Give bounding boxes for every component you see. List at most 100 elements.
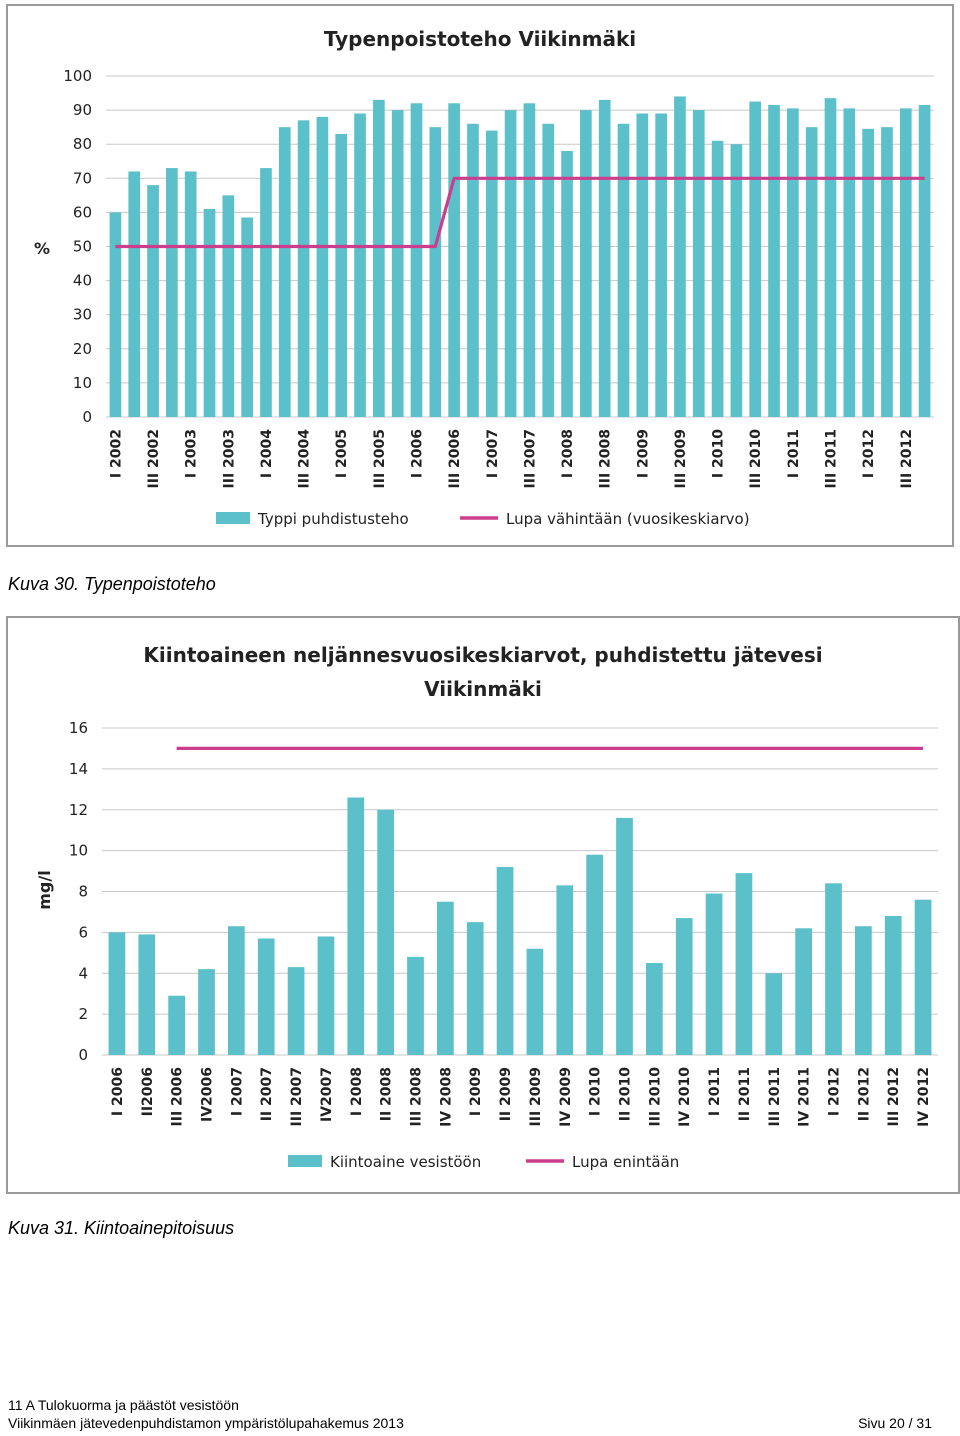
x-tick-label: I 2008 xyxy=(560,429,576,478)
chart-title: Kiintoaineen neljännesvuosikeskiarvot, p… xyxy=(143,643,822,667)
bar xyxy=(391,110,404,417)
bar xyxy=(862,128,874,417)
bar xyxy=(768,104,780,418)
bar xyxy=(410,103,423,417)
x-tick-label: I 2006 xyxy=(110,1067,126,1116)
bar xyxy=(556,885,574,1055)
bar xyxy=(354,113,366,417)
x-tick-label: I 2009 xyxy=(468,1067,484,1116)
bar xyxy=(705,893,723,1055)
bar xyxy=(526,948,544,1055)
bar xyxy=(636,113,649,417)
legend-label-bar: Typpi puhdistusteho xyxy=(257,510,409,528)
x-tick-label: II 2012 xyxy=(856,1067,872,1121)
footer-page-number: Sivu 20 / 31 xyxy=(858,1415,932,1431)
x-tick-label: I 2007 xyxy=(229,1067,245,1116)
x-tick-label: II2006 xyxy=(140,1067,156,1116)
y-tick-label: 14 xyxy=(69,760,88,778)
y-tick-label: 10 xyxy=(69,842,88,860)
bar xyxy=(914,899,932,1055)
bar xyxy=(335,133,348,417)
x-tick-label: I 2012 xyxy=(827,1067,843,1116)
x-tick-label: III 2007 xyxy=(522,429,538,488)
bar xyxy=(184,171,197,417)
bar xyxy=(825,883,842,1055)
y-axis-label: mg/l xyxy=(35,870,54,909)
chart-typenpoistoteho-svg: Typenpoistoteho Viikinmäki 0 10 20 30 40 50 60 7… xyxy=(34,27,934,528)
bar xyxy=(675,918,693,1055)
bar xyxy=(467,123,479,418)
bar xyxy=(617,123,630,418)
x-tick-label: III 2003 xyxy=(221,429,237,488)
bar xyxy=(586,854,604,1055)
x-tick-label: I 2005 xyxy=(334,429,350,478)
x-tick-label: II 2007 xyxy=(259,1067,275,1121)
caption-figure-30: Kuva 30. Typenpoistoteho xyxy=(8,574,216,594)
x-tick-label: III 2010 xyxy=(647,1067,663,1127)
bar xyxy=(580,110,592,417)
x-tick-label: III 2005 xyxy=(372,429,388,488)
bar xyxy=(429,127,442,418)
x-tick-label: III 2009 xyxy=(673,429,689,488)
caption-figure-31: Kuva 31. Kiintoainepitoisuus xyxy=(8,1218,235,1238)
bar xyxy=(918,104,931,418)
bar xyxy=(377,809,395,1055)
bar xyxy=(616,817,633,1055)
bar xyxy=(108,932,126,1055)
y-tick-label: 10 xyxy=(73,374,92,392)
x-tick-label: III 2008 xyxy=(598,429,614,488)
bar xyxy=(227,926,245,1055)
bar xyxy=(881,127,893,418)
bar xyxy=(147,185,159,417)
footer-document-title: Viikinmäen jätevedenpuhdistamon ympärist… xyxy=(8,1415,404,1431)
bar xyxy=(448,103,460,417)
x-tick-label: I 2002 xyxy=(108,429,124,478)
x-tick-label: I 2009 xyxy=(635,429,651,478)
bar xyxy=(109,212,122,417)
bar xyxy=(203,208,216,417)
x-tick-label: III 2010 xyxy=(748,429,764,489)
x-tick-label: I 2012 xyxy=(861,429,877,478)
x-tick-label: III 2011 xyxy=(824,429,840,488)
y-tick-label: 60 xyxy=(73,203,92,221)
x-tick-label: I 2011 xyxy=(707,1067,723,1116)
bar xyxy=(496,866,514,1055)
y-tick-label: 8 xyxy=(78,883,88,901)
bar xyxy=(407,956,424,1055)
bar xyxy=(297,120,310,417)
bar xyxy=(436,901,454,1055)
x-tick-label: I 2003 xyxy=(184,429,200,478)
bar xyxy=(373,99,385,418)
bar xyxy=(257,938,275,1055)
legend-swatch-bar xyxy=(216,512,250,524)
bar xyxy=(542,123,555,418)
chart-title: Typenpoistoteho Viikinmäki xyxy=(324,27,636,51)
x-tick-label: II 2009 xyxy=(498,1067,514,1121)
x-tick-label: III 2008 xyxy=(409,1067,425,1126)
x-tick-label: III 2002 xyxy=(146,429,162,488)
bar xyxy=(523,103,536,417)
x-tick-label: II 2011 xyxy=(737,1067,753,1121)
bar xyxy=(899,108,912,418)
series-line xyxy=(115,176,925,249)
bar xyxy=(655,113,667,417)
bar xyxy=(749,101,762,417)
y-tick-label: 12 xyxy=(69,801,88,819)
x-tick-label: III 2006 xyxy=(170,1067,186,1126)
bar xyxy=(466,922,484,1055)
y-tick-label: 0 xyxy=(78,1046,88,1064)
bar xyxy=(765,973,783,1055)
bar xyxy=(884,916,902,1055)
bar xyxy=(278,127,291,418)
legend-label-line: Lupa vähintään (vuosikeskiarvo) xyxy=(506,510,750,528)
bar xyxy=(168,995,186,1055)
x-tick-label: III 2012 xyxy=(899,429,915,488)
x-tick-label: II 2010 xyxy=(618,1067,634,1122)
chart-typenpoistoteho: Typenpoistoteho Viikinmäki 0 10 20 30 40 50 60 7… xyxy=(6,4,954,547)
x-tick-label: III 2012 xyxy=(886,1067,902,1126)
bar xyxy=(843,108,856,418)
footer-section: 11 A Tulokuorma ja päästöt vesistöön xyxy=(8,1397,239,1413)
bar xyxy=(711,140,724,418)
bar xyxy=(485,130,498,417)
x-tick-label: I 2010 xyxy=(588,1067,604,1116)
